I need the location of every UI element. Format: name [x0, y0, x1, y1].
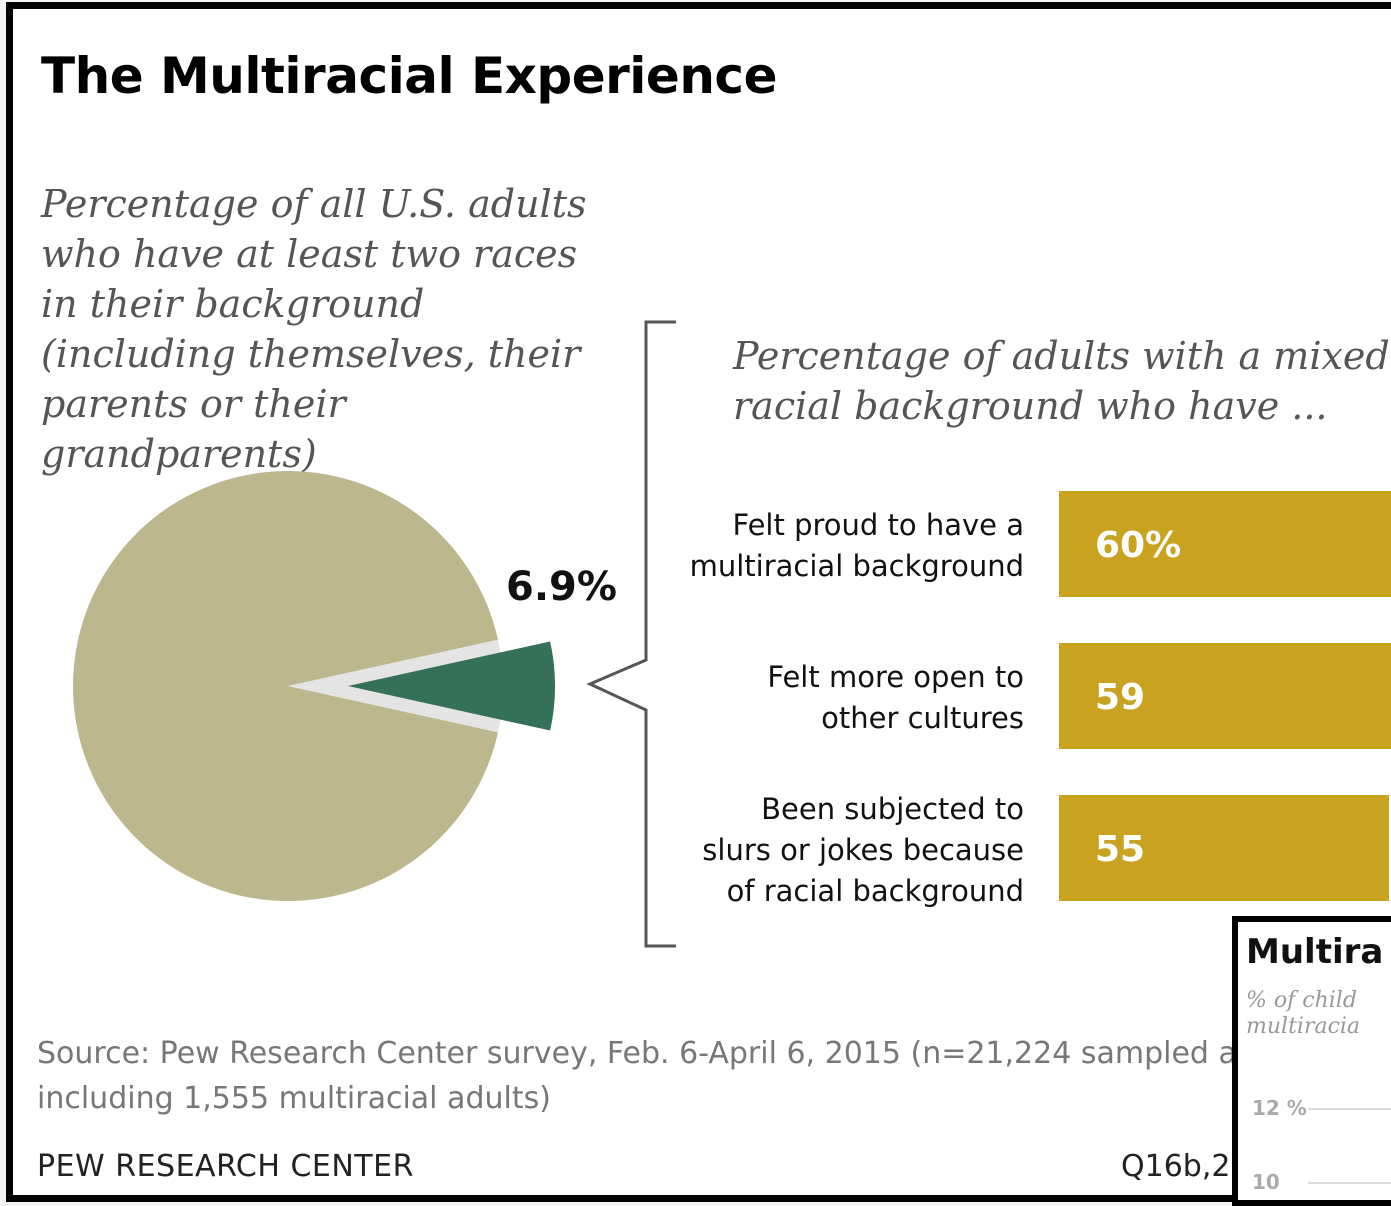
bar-group: 60% 59 55 — [1059, 491, 1391, 901]
brand-label: PEW RESEARCH CENTER — [37, 1149, 414, 1184]
bar-1 — [1059, 643, 1391, 749]
inset-title: Multira — [1246, 932, 1384, 972]
source-line-1: Source: Pew Research Center survey, Feb.… — [37, 1036, 1237, 1071]
bar-category-label-2-line-1: slurs or jokes because — [702, 832, 1024, 867]
bracket — [586, 320, 676, 948]
bar-value-label-0: 60% — [1095, 525, 1181, 566]
bar-category-label-2: Been subjected to slurs or jokes because o… — [702, 789, 1024, 912]
bar-category-label-2-line-2: of racial background — [726, 873, 1024, 908]
inset-subtitle-line-1: % of child — [1246, 988, 1357, 1013]
inset-tick-2: 10 — [1252, 1170, 1280, 1194]
inset-tick-1: 12 % — [1252, 1096, 1307, 1120]
pie-subtitle: Percentage of all U.S. adults who have a… — [41, 182, 587, 476]
inset-subtitle: % of child multiracia — [1246, 988, 1360, 1040]
bar-category-label-1-line-0: Felt more open to — [767, 660, 1024, 694]
bar-value-label-2: 55 — [1095, 829, 1145, 870]
inset-gridline-1 — [1308, 1108, 1391, 1110]
inset-subtitle-line-2: multiracia — [1246, 1014, 1361, 1039]
bar-category-label-1: Felt more open to other cultures — [767, 657, 1024, 739]
inset-chart-fragment: Multira % of child multiracia 12 % 10 — [1232, 916, 1391, 1206]
chart-frame: The Multiracial Experience Percentage of… — [6, 2, 1391, 1202]
bar-category-label-0-line-1: multiracial background — [689, 549, 1024, 583]
question-code: Q16b,25 — [1121, 1149, 1250, 1184]
bar-0 — [1059, 491, 1391, 597]
source-line-2: including 1,555 multiracial adults) — [37, 1081, 551, 1116]
bar-subtitle: Percentage of adults with a mixed racial… — [733, 334, 1390, 428]
bar-category-label-0: Felt proud to have a multiracial backgrou… — [690, 505, 1024, 587]
pie-slice-label: 6.9% — [506, 564, 617, 610]
chart-svg: 6.9% 60% 59 55 — [73, 320, 1391, 948]
bar-category-label-1-line-1: other cultures — [821, 701, 1024, 735]
chart-title: The Multiracial Experience — [41, 47, 777, 105]
source-note: Source: Pew Research Center survey, Feb.… — [37, 1031, 1237, 1121]
pie-slice-main — [73, 471, 498, 901]
bar-category-label-2-line-0: Been subjected to — [761, 791, 1024, 826]
pie-slice-highlight — [348, 641, 555, 731]
bar-category-label-0-line-0: Felt proud to have a — [732, 508, 1024, 542]
bar-value-label-1: 59 — [1095, 677, 1145, 718]
bar-2 — [1059, 795, 1389, 901]
inset-gridline-2 — [1308, 1182, 1391, 1184]
